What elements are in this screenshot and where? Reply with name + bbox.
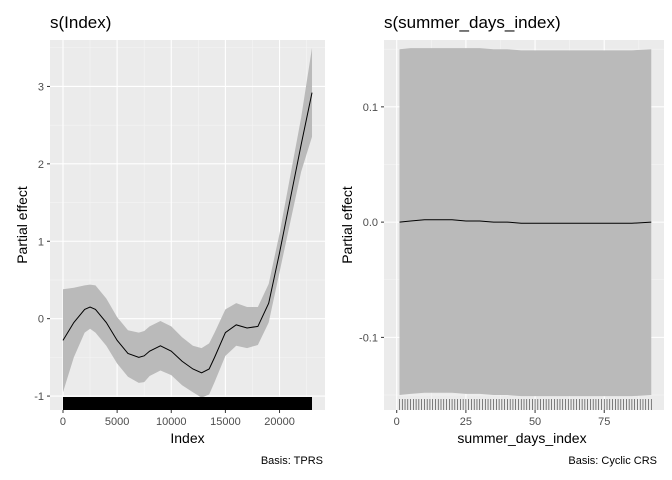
partial-effect-line (62, 92, 313, 374)
x-tick-label: 0 (394, 416, 400, 428)
basis-caption: Basis: TPRS (261, 455, 323, 467)
confidence-band (62, 47, 313, 398)
smooth-line (62, 92, 313, 374)
basis-caption: Basis: Cyclic CRS (568, 455, 657, 467)
y-tick-label: 0.0 (363, 217, 378, 229)
y-tick-label: 0.1 (363, 102, 378, 114)
x-tick-label: 10000 (156, 416, 187, 428)
ci-band (62, 47, 313, 398)
x-axis-label: summer_days_index (457, 430, 586, 446)
x-tick-label: 25 (460, 416, 472, 428)
x-tick-label: 75 (598, 416, 610, 428)
x-tick-label: 15000 (210, 416, 241, 428)
panel-summer-days-index: s(summer_days_index) 0 25 50 75 -0.1 0.0 0.1 s… (339, 13, 664, 467)
panel-title: s(Index) (50, 13, 111, 32)
rug (62, 397, 313, 410)
partial-effect-line (399, 219, 652, 224)
y-tick-label: -0.1 (359, 332, 378, 344)
y-tick-label: 3 (38, 81, 44, 93)
ci-band (399, 48, 652, 397)
y-tick-label: 1 (38, 236, 44, 248)
x-tick-label: 20000 (264, 416, 295, 428)
axis-ticks: 0 25 50 75 -0.1 0.0 0.1 (359, 102, 610, 428)
x-tick-label: 50 (529, 416, 541, 428)
rug-marks (62, 397, 313, 410)
y-axis-label: Partial effect (14, 186, 30, 264)
x-tick-label: 0 (60, 416, 66, 428)
y-tick-label: 2 (38, 159, 44, 171)
y-axis-label: Partial effect (339, 186, 355, 264)
panel-title: s(summer_days_index) (384, 13, 561, 32)
y-tick-label: 0 (38, 314, 44, 326)
x-tick-label: 5000 (105, 416, 129, 428)
confidence-band (399, 48, 652, 397)
x-axis-label: Index (170, 430, 204, 446)
rug (399, 399, 652, 410)
smooth-line (399, 219, 652, 224)
axis-ticks: 0 5000 10000 15000 20000 -1 0 1 2 3 (34, 81, 295, 428)
panel-index: s(Index) 0 5000 10000 15000 20000 -1 0 1 2 3 Inde… (14, 13, 325, 467)
y-tick-label: -1 (34, 391, 44, 403)
